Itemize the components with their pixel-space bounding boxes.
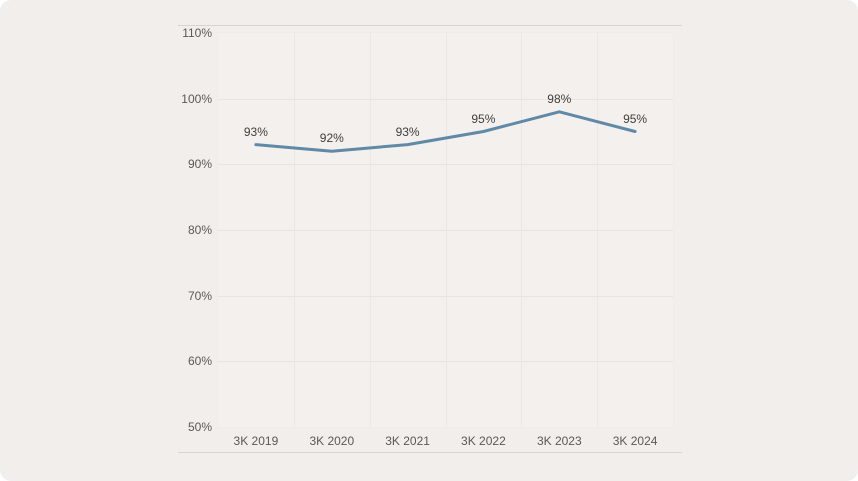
x-axis-label: 3K 2024 (612, 434, 658, 448)
plot-area (218, 33, 673, 427)
data-label: 93% (243, 124, 268, 139)
vertical-gridline (597, 33, 599, 427)
vertical-gridline (445, 33, 447, 427)
x-axis-label: 3K 2021 (385, 434, 430, 448)
x-axis-label: 3K 2019 (233, 434, 279, 448)
vertical-gridline (293, 33, 295, 427)
x-axis-label: 3K 2022 (461, 434, 506, 448)
y-axis-label: 110% (182, 26, 212, 40)
y-axis-label: 80% (187, 223, 212, 237)
x-axis-label: 3K 2023 (536, 434, 582, 448)
y-axis-label: 70% (187, 288, 212, 303)
data-label: 93% (395, 124, 420, 139)
y-axis-label: 100% (181, 91, 212, 106)
chart-top-divider (178, 25, 682, 26)
vertical-gridline (369, 33, 371, 427)
data-label: 95% (471, 111, 496, 126)
data-label: 95% (623, 111, 648, 126)
y-axis-label: 60% (187, 354, 212, 369)
x-axis-label: 3K 2020 (309, 434, 355, 448)
line-series-svg (254, 110, 637, 153)
y-axis-label: 50% (187, 420, 212, 434)
data-label: 98% (547, 91, 572, 106)
data-label: 92% (319, 131, 344, 146)
chart-bottom-divider (178, 452, 682, 453)
data-series-line (254, 110, 637, 153)
y-axis-label: 90% (187, 157, 212, 172)
vertical-gridline (521, 33, 523, 427)
